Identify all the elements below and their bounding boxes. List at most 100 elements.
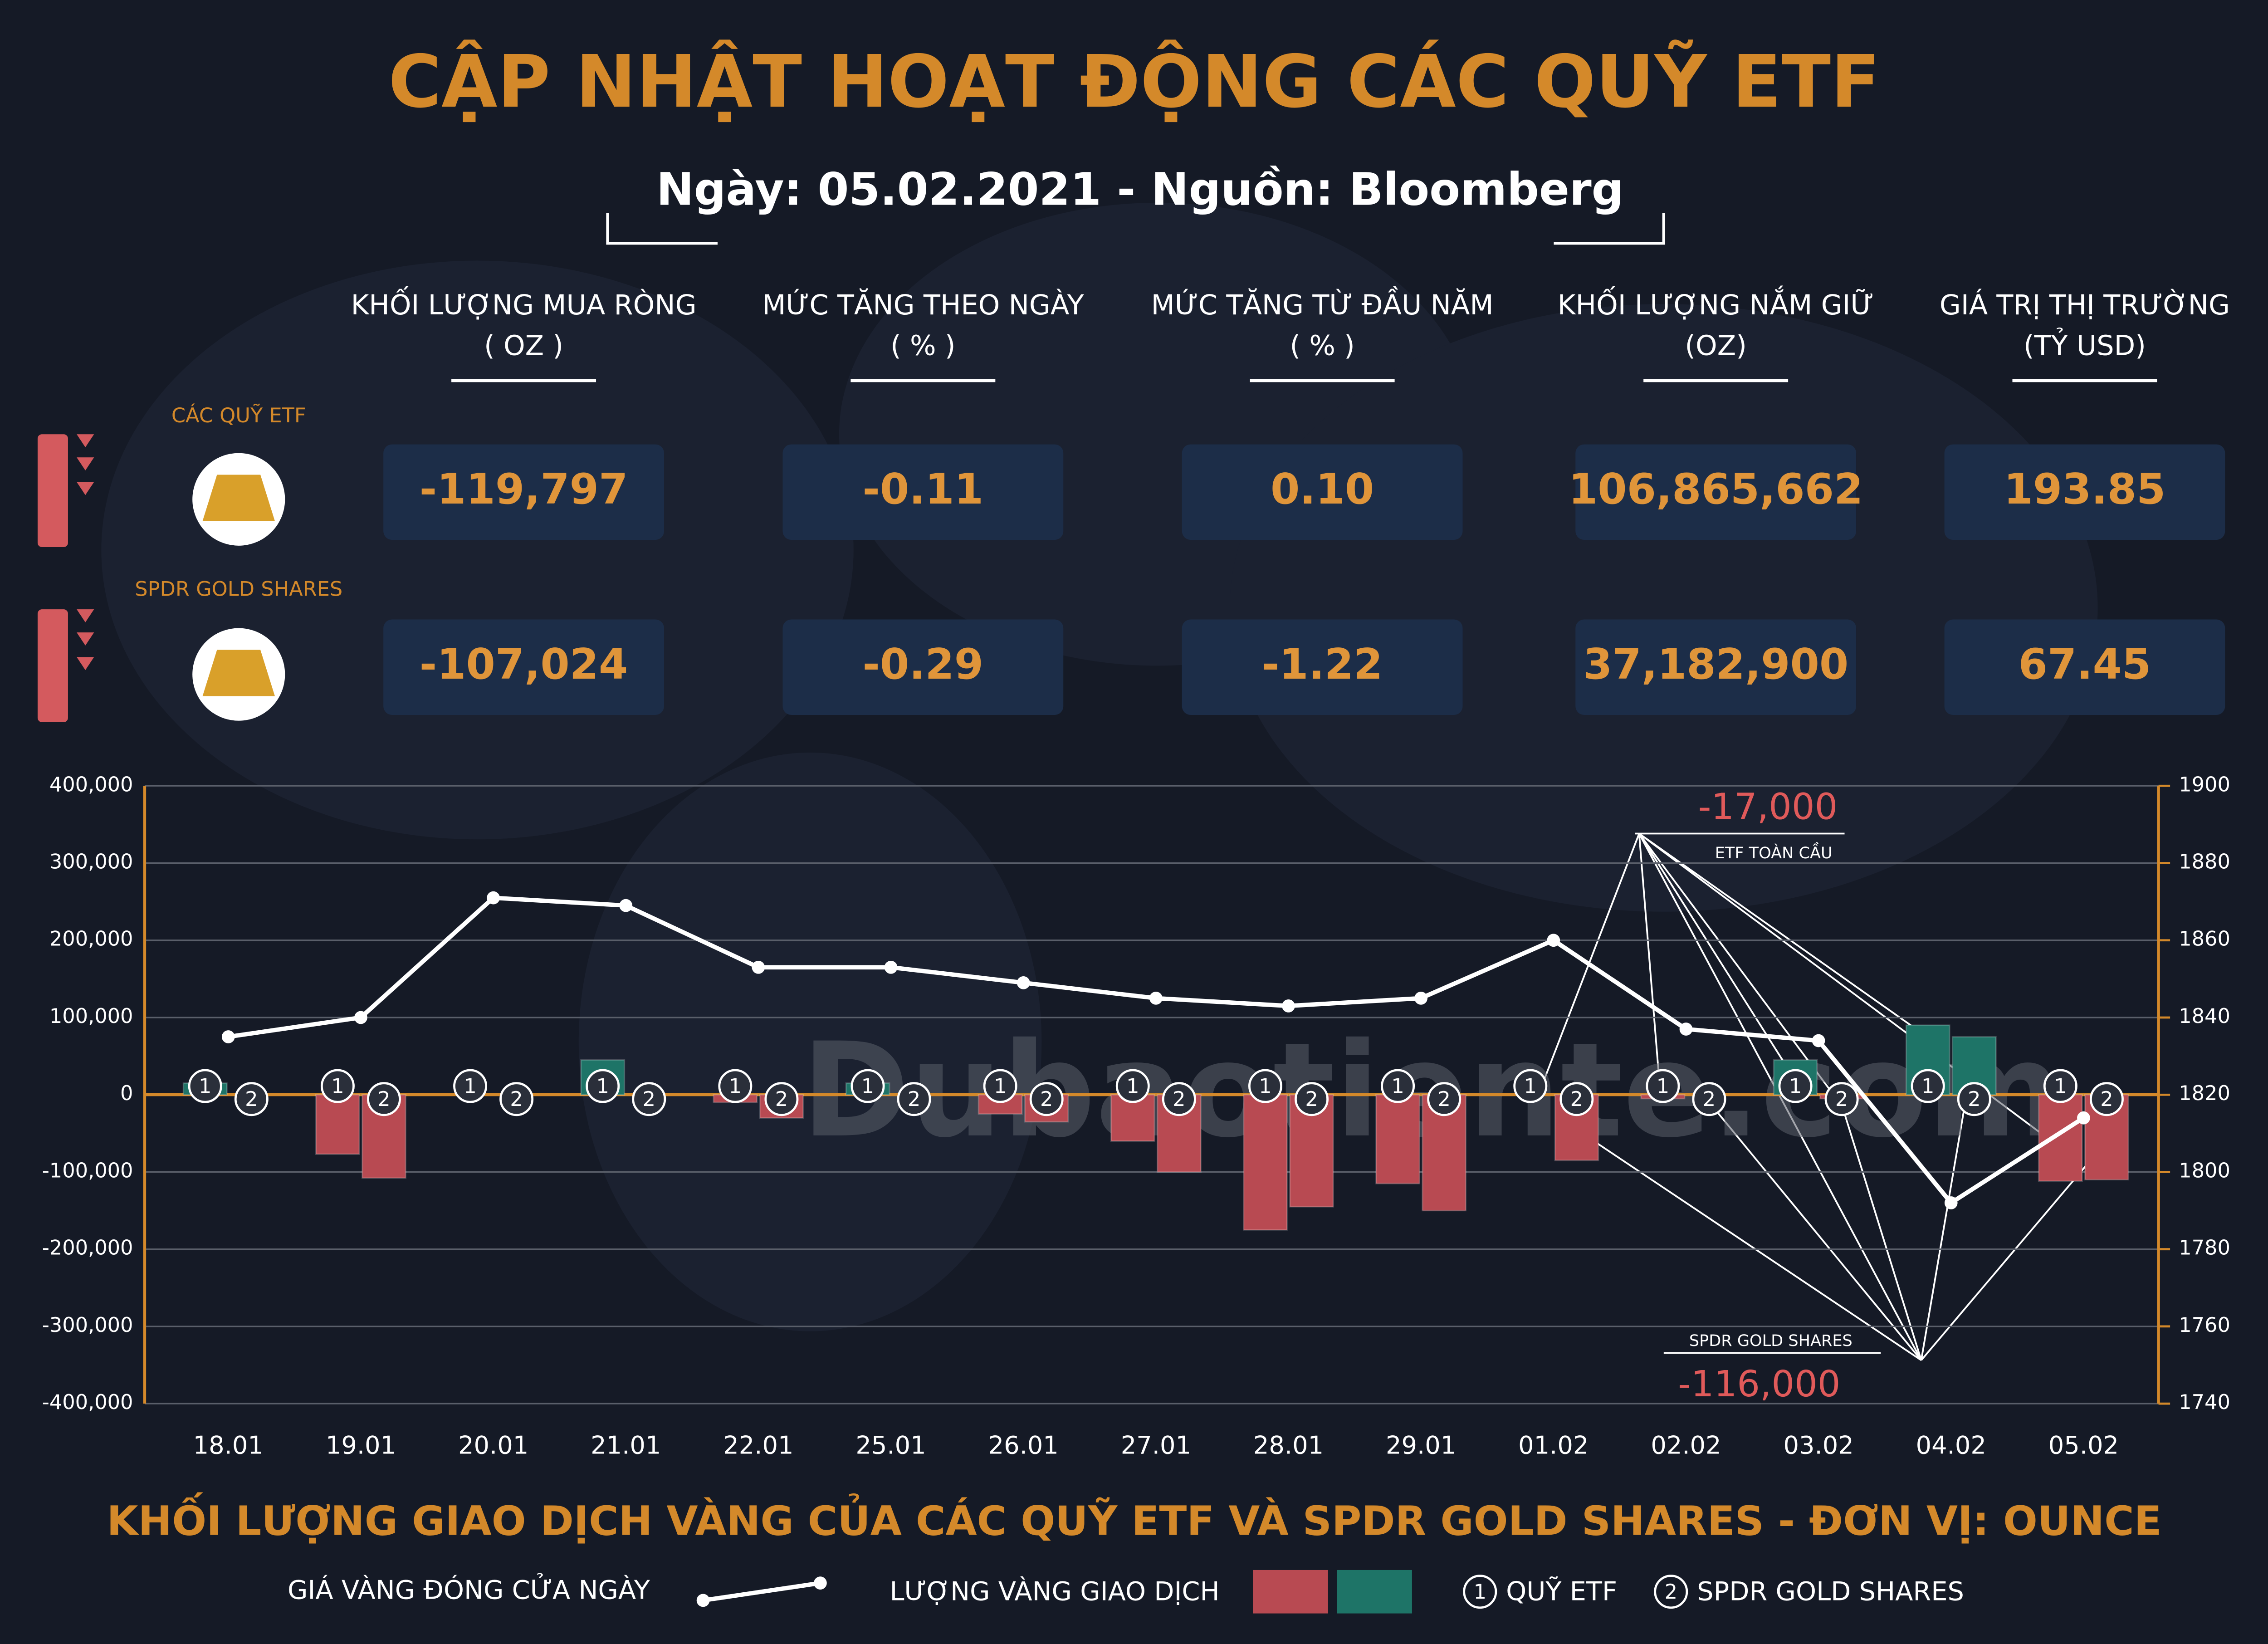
legend-point — [696, 1594, 710, 1607]
annotation-value: -116,000 — [1678, 1363, 1840, 1405]
x-tick-label: 28.01 — [1253, 1431, 1324, 1459]
series-marker-label: 2 — [1437, 1087, 1450, 1111]
series-marker — [632, 1082, 666, 1116]
series-marker-label: 1 — [1259, 1074, 1271, 1098]
value-box — [1182, 619, 1463, 715]
legend-label: GIÁ VÀNG ĐÓNG CỬA NGÀY — [288, 1573, 650, 1605]
x-tick-label: 25.01 — [855, 1431, 926, 1459]
row-name: SPDR GOLD SHARES — [135, 577, 342, 601]
series-marker — [1911, 1069, 1945, 1103]
map-decoration — [101, 202, 2098, 1331]
legend-marker — [1463, 1575, 1497, 1609]
legend-marker-label: 1 — [1474, 1580, 1486, 1604]
y2-tick-label: 1840 — [2179, 1004, 2230, 1028]
y-tick-label: 0 — [120, 1081, 133, 1105]
legend-label: QUỸ ETF — [1506, 1576, 1617, 1607]
series-marker — [2089, 1082, 2124, 1116]
value-box — [1944, 444, 2225, 540]
subtitle: Ngày: 05.02.2021 - Nguồn: Bloomberg — [656, 163, 1623, 215]
column-unit: (OZ) — [1685, 330, 1746, 362]
value-box — [782, 619, 1064, 715]
series-marker-label: 1 — [1126, 1074, 1139, 1098]
table-value: 106,865,662 — [1569, 465, 1863, 514]
price-point — [1414, 992, 1427, 1005]
bar — [2038, 1094, 2083, 1182]
series-marker-label: 1 — [1391, 1074, 1404, 1098]
price-point — [1149, 992, 1163, 1005]
series-marker-label: 2 — [1040, 1087, 1053, 1111]
y2-tick-label: 1900 — [2179, 773, 2230, 796]
series-marker — [1559, 1082, 1594, 1116]
table-value: -0.11 — [863, 465, 984, 514]
x-tick-label: 03.02 — [1783, 1431, 1853, 1459]
series-marker-label: 1 — [729, 1074, 742, 1098]
y-tick-label: 200,000 — [49, 927, 133, 951]
x-tick-label: 01.02 — [1518, 1431, 1589, 1459]
price-point — [1017, 976, 1030, 989]
value-box — [383, 619, 664, 715]
legend-swatch — [1337, 1570, 1412, 1614]
table-value: -107,024 — [420, 640, 628, 689]
series-marker-label: 1 — [861, 1074, 874, 1098]
x-tick-label: 27.01 — [1121, 1431, 1191, 1459]
series-marker-label: 2 — [643, 1087, 655, 1111]
y-tick-label: -100,000 — [42, 1159, 133, 1182]
table-value: -119,797 — [420, 465, 628, 514]
x-tick-label: 18.01 — [193, 1431, 264, 1459]
series-marker — [1778, 1069, 1813, 1103]
table-value: 67.45 — [2019, 640, 2151, 689]
series-marker — [188, 1069, 222, 1103]
title: CẬP NHẬT HOẠT ĐỘNG CÁC QUỸ ETF — [388, 39, 1880, 124]
price-point — [752, 960, 765, 974]
x-tick-label: 29.01 — [1386, 1431, 1456, 1459]
column-unit: ( % ) — [890, 330, 955, 362]
table-value: 37,182,900 — [1583, 640, 1848, 689]
legend-marker-label: 2 — [1665, 1580, 1677, 1604]
price-point — [1944, 1196, 1958, 1209]
legend-label: SPDR GOLD SHARES — [1697, 1576, 1964, 1607]
annotation-lines — [1535, 832, 2106, 1361]
series-marker — [1646, 1069, 1680, 1103]
x-tick-label: 22.01 — [723, 1431, 793, 1459]
column-unit: ( % ) — [1290, 330, 1354, 362]
value-box — [1944, 619, 2225, 715]
series-marker-label: 2 — [1703, 1087, 1716, 1111]
legend-label: LƯỢNG VÀNG GIAO DỊCH — [890, 1576, 1219, 1607]
legend-swatch — [1253, 1570, 1328, 1614]
series-marker-label: 2 — [908, 1087, 920, 1111]
x-tick-label: 19.01 — [326, 1431, 396, 1459]
series-marker — [1824, 1082, 1859, 1116]
y2-tick-label: 1880 — [2179, 850, 2230, 873]
column-label: KHỐI LƯỢNG MUA RÒNG — [351, 286, 697, 321]
series-marker — [1957, 1082, 1991, 1116]
column-label: MỨC TĂNG TỪ ĐẦU NĂM — [1151, 286, 1494, 321]
series-marker — [1427, 1082, 1461, 1116]
price-point — [221, 1030, 235, 1043]
value-box — [1182, 444, 1463, 540]
series-marker — [234, 1082, 269, 1116]
column-label: GIÁ TRỊ THỊ TRƯỜNG — [1940, 289, 2230, 321]
price-point — [487, 891, 500, 905]
series-marker — [320, 1069, 355, 1103]
price-point — [1679, 1023, 1693, 1036]
column-label: MỨC TĂNG THEO NGÀY — [762, 289, 1085, 321]
series-marker-label: 1 — [199, 1074, 211, 1098]
x-tick-label: 05.02 — [2048, 1431, 2119, 1459]
series-marker — [1162, 1082, 1196, 1116]
series-marker-label: 1 — [331, 1074, 344, 1098]
y-tick-label: -200,000 — [42, 1236, 133, 1260]
series-marker — [1513, 1069, 1548, 1103]
series-marker — [897, 1082, 931, 1116]
series-marker — [1115, 1069, 1150, 1103]
series-marker-label: 1 — [1657, 1074, 1669, 1098]
bar — [315, 1094, 360, 1155]
x-tick-label: 04.02 — [1916, 1431, 1986, 1459]
price-point — [884, 960, 898, 974]
annotation-label: ETF TOÀN CẦU — [1715, 842, 1833, 862]
legend-point — [814, 1576, 827, 1590]
price-point — [354, 1011, 367, 1024]
series-marker — [983, 1069, 1017, 1103]
y2-tick-label: 1760 — [2179, 1313, 2230, 1337]
series-marker-label: 1 — [2054, 1074, 2067, 1098]
